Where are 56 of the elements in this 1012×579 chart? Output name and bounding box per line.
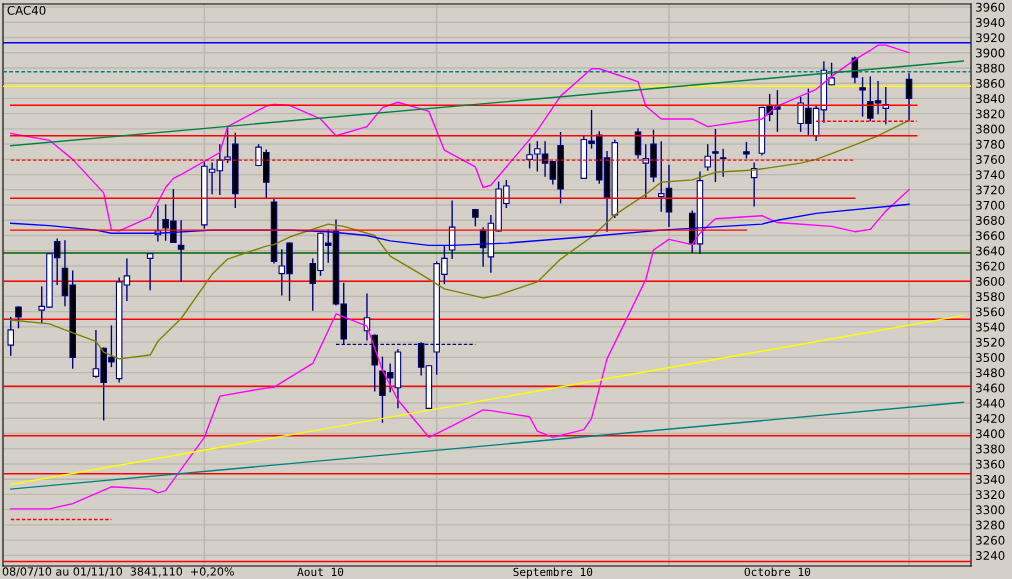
y-tick-label: 3860 [976, 78, 1005, 88]
line-series [10, 119, 910, 360]
y-tick-label: 3580 [976, 292, 1005, 302]
candlestick [146, 253, 154, 291]
candlestick [7, 317, 15, 356]
y-tick-label: 3600 [976, 276, 1005, 286]
x-tick-label: Septembre 10 [513, 567, 593, 579]
y-tick-label: 3840 [976, 94, 1005, 104]
y-tick-label: 3440 [976, 398, 1005, 408]
y-tick-label: 3660 [976, 231, 1005, 241]
y-tick-label: 3900 [976, 48, 1005, 58]
y-tick-label: 3280 [976, 520, 1005, 530]
y-tick-label: 3320 [976, 490, 1005, 500]
y-tick-label: 3740 [976, 170, 1005, 180]
y-tick-label: 3360 [976, 459, 1005, 469]
y-tick-label: 3820 [976, 109, 1005, 119]
y-tick-label: 3560 [976, 307, 1005, 317]
y-tick-label: 3400 [976, 429, 1005, 439]
y-tick-label: 3300 [976, 505, 1005, 515]
line-series [10, 189, 910, 510]
y-tick-label: 3460 [976, 383, 1005, 393]
y-tick-label: 3520 [976, 337, 1005, 347]
y-tick-label: 3240 [976, 551, 1005, 560]
y-tick-label: 3340 [976, 474, 1005, 484]
y-tick-label: 3700 [976, 200, 1005, 210]
y-tick-label: 3640 [976, 246, 1005, 256]
candlestick [905, 73, 913, 122]
candlestick [15, 306, 22, 329]
y-tick-label: 3880 [976, 63, 1005, 73]
x-tick-label: Octobre 10 [744, 567, 811, 577]
y-tick-label: 3420 [976, 413, 1005, 423]
chart-title: CAC40 [7, 5, 46, 15]
y-tick-label: 3260 [976, 535, 1005, 545]
y-tick-label: 3760 [976, 155, 1005, 164]
y-tick-label: 3380 [976, 444, 1005, 454]
text: 08/07/10 au 01/11/10 3841,110 +0,20% [2, 567, 234, 577]
y-tick-label: 3540 [976, 322, 1005, 332]
x-tick-label: Aout 10 [297, 567, 344, 577]
y-tick-label: 3800 [976, 124, 1005, 134]
y-tick-label: 3620 [976, 261, 1005, 271]
y-tick-label: 3720 [976, 185, 1005, 195]
y-tick-label: 3920 [976, 33, 1005, 43]
candlestick [177, 220, 185, 282]
y-tick-label: 3500 [976, 353, 1005, 362]
y-tick-label: 3940 [976, 18, 1005, 27]
candlestick [859, 77, 866, 117]
line-series [10, 44, 910, 232]
y-tick-label: 3680 [976, 215, 1005, 225]
candlestick [882, 87, 890, 125]
candlestick [704, 144, 711, 171]
candlestick [448, 200, 456, 260]
y-tick-label: 3960 [976, 2, 1005, 12]
candlestick [719, 148, 727, 177]
y-tick-label: 3780 [976, 139, 1005, 149]
y-tick-label: 3480 [976, 368, 1005, 378]
candlestick [712, 128, 719, 183]
